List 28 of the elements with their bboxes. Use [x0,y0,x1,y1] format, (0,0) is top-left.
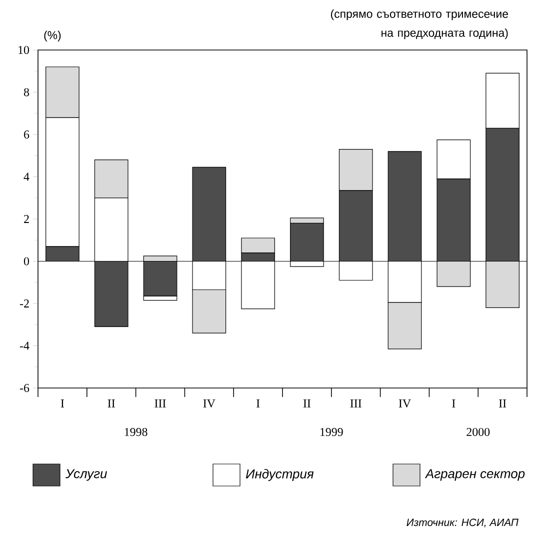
y-tick-label: 10 [18,46,30,54]
x-tick-label: IV [203,400,216,408]
text: 1999 [320,428,343,436]
x-tick-label: I [60,400,64,408]
text: Източник: НСИ, АИАП [406,518,518,528]
legend-label: Индустрия [246,468,314,482]
x-tick-label: IV [398,400,411,408]
text: 2000 [466,428,490,436]
y-tick-label: 8 [24,88,30,96]
y-tick-label: -2 [20,300,29,308]
x-tick-label: II [499,400,506,408]
text: 1998 [124,428,148,436]
y-axis-title: (%) [44,30,61,42]
legend-label: Услуги [66,469,107,481]
x-tick-label: III [350,400,362,408]
y-tick-label: -4 [20,342,30,350]
x-tick-label: II [303,400,311,408]
x-tick-label: I [256,400,260,408]
y-tick-label: -6 [20,384,30,392]
x-tick-label: II [108,400,115,408]
y-tick-label: 2 [24,215,29,223]
y-tick-label: 6 [24,130,30,138]
y-tick-label: 4 [24,172,30,181]
y-tick-label: 0 [24,257,30,266]
chart-subtitle: (спрямо съответното тримесечие на предходната година) [330,10,508,40]
x-tick-label: III [154,400,166,408]
x-tick-label: I [452,400,456,408]
legend-label: Аграрен сектор [424,469,525,481]
